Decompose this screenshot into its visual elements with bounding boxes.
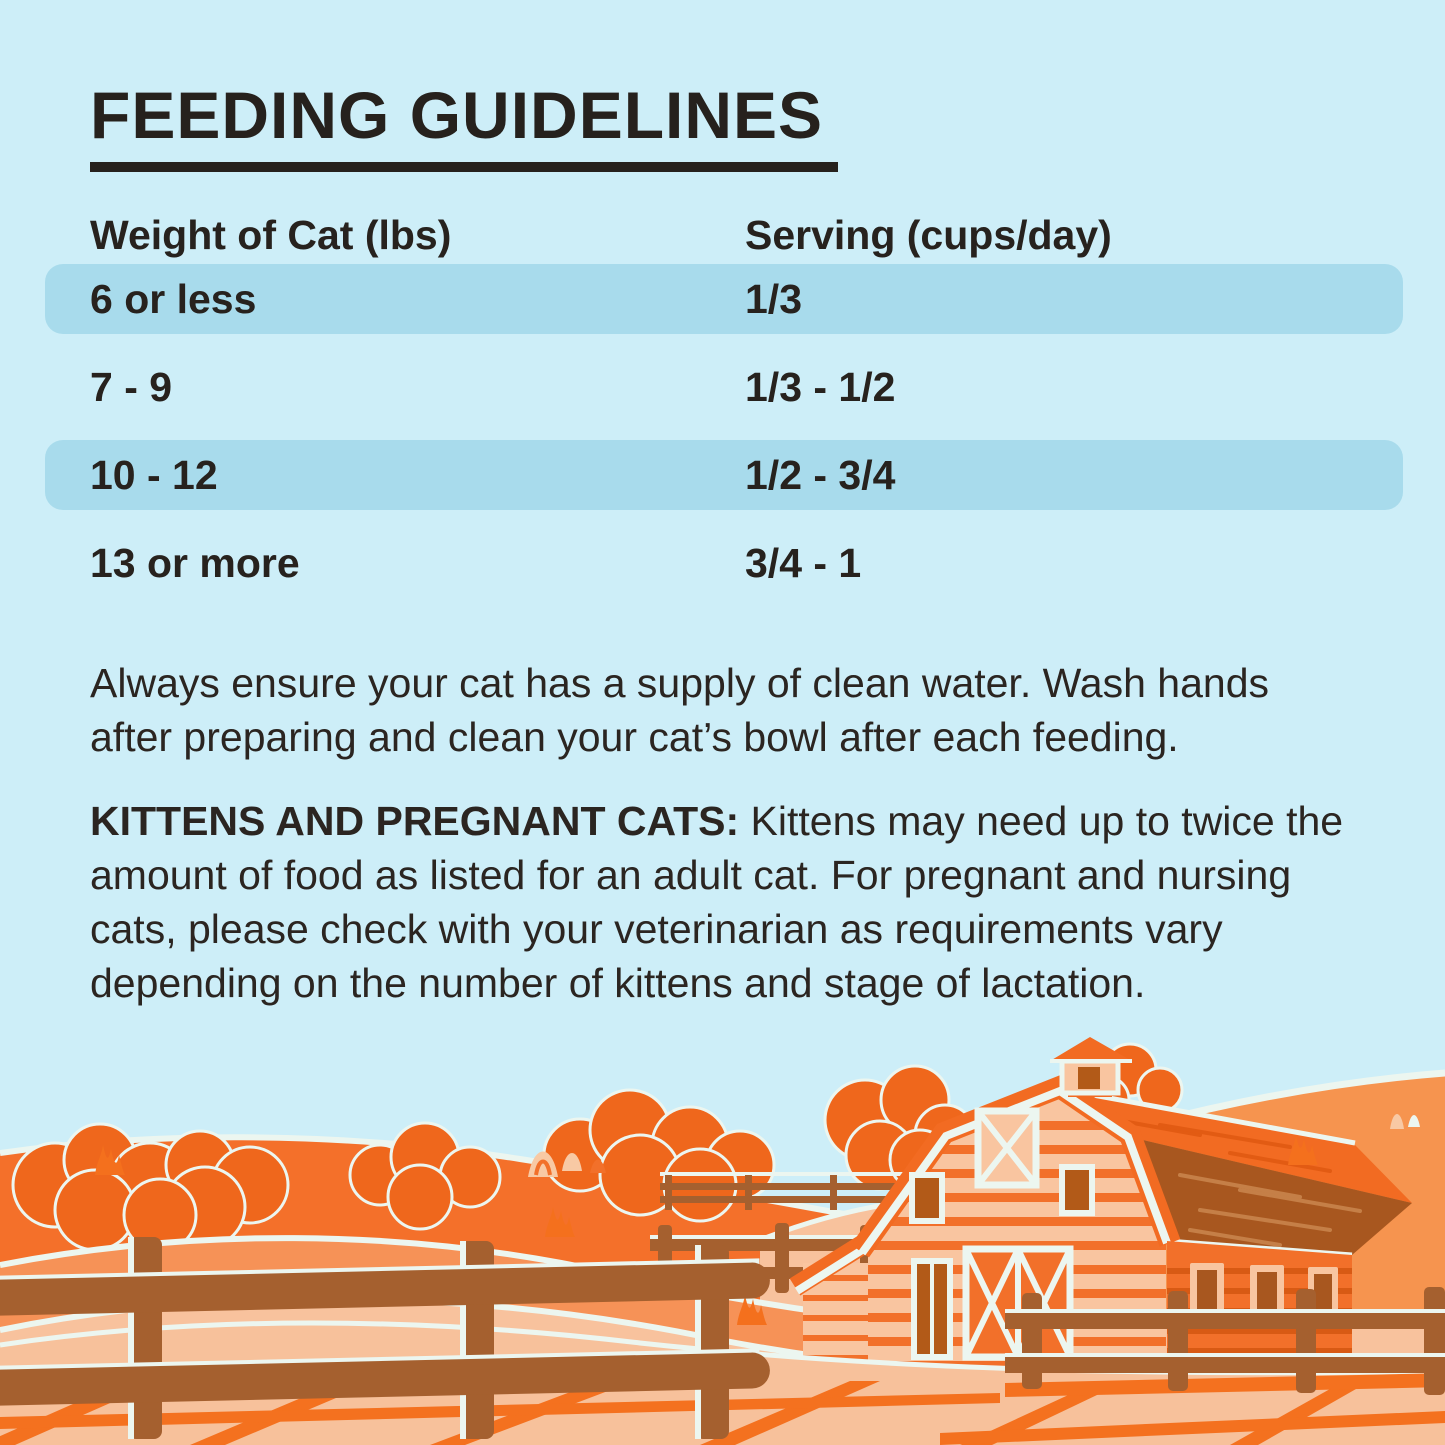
feeding-table: 6 or less 1/3 7 - 9 1/3 - 1/2 10 - 12 1/… bbox=[45, 264, 1403, 598]
serving-cell: 3/4 - 1 bbox=[745, 539, 862, 586]
front-window-right bbox=[1059, 1164, 1095, 1216]
kittens-paragraph: KITTENS AND PREGNANT CATS: Kittens may n… bbox=[45, 794, 1403, 1010]
serving-cell: 1/2 - 3/4 bbox=[745, 451, 896, 498]
weight-cell: 6 or less bbox=[90, 275, 257, 322]
table-row: 7 - 9 1/3 - 1/2 bbox=[45, 352, 1403, 422]
kittens-lead: KITTENS AND PREGNANT CATS: bbox=[90, 798, 740, 844]
serving-cell: 1/3 bbox=[745, 275, 802, 322]
weight-cell: 7 - 9 bbox=[90, 363, 173, 410]
front-window-left bbox=[909, 1172, 945, 1224]
farm-illustration bbox=[0, 1037, 1445, 1445]
barn-doors bbox=[962, 1245, 1074, 1361]
feeding-guidelines-section: FEEDING GUIDELINES Weight of Cat (lbs) S… bbox=[45, 82, 1403, 1010]
weight-column-header: Weight of Cat (lbs) bbox=[90, 211, 452, 258]
barn bbox=[789, 1037, 1412, 1370]
weight-cell: 13 or more bbox=[90, 539, 300, 586]
side-windows bbox=[1190, 1263, 1338, 1323]
weight-cell: 10 - 12 bbox=[90, 451, 218, 498]
title-underline bbox=[90, 162, 838, 172]
barn-side-door bbox=[911, 1258, 953, 1360]
table-row: 6 or less 1/3 bbox=[45, 264, 1403, 334]
barn-fence bbox=[1005, 1287, 1445, 1395]
field-stripes bbox=[0, 1370, 1445, 1445]
table-row: 10 - 12 1/2 - 3/4 bbox=[45, 440, 1403, 510]
hayloft-door bbox=[974, 1107, 1040, 1189]
water-paragraph: Always ensure your cat has a supply of c… bbox=[90, 660, 1269, 760]
kittens-text: Kittens may need up to twice the amount … bbox=[90, 798, 1344, 1006]
haystacks bbox=[528, 1114, 1420, 1177]
table-header-row: Weight of Cat (lbs) Serving (cups/day) bbox=[45, 206, 1403, 264]
foreground-fence bbox=[0, 1237, 770, 1439]
page-title: FEEDING GUIDELINES bbox=[90, 78, 824, 152]
serving-column-header: Serving (cups/day) bbox=[745, 211, 1112, 258]
cupola bbox=[1050, 1037, 1132, 1097]
serving-cell: 1/3 - 1/2 bbox=[745, 363, 896, 410]
barn-roof-upper bbox=[1060, 1091, 1412, 1203]
table-row: 13 or more 3/4 - 1 bbox=[45, 528, 1403, 598]
